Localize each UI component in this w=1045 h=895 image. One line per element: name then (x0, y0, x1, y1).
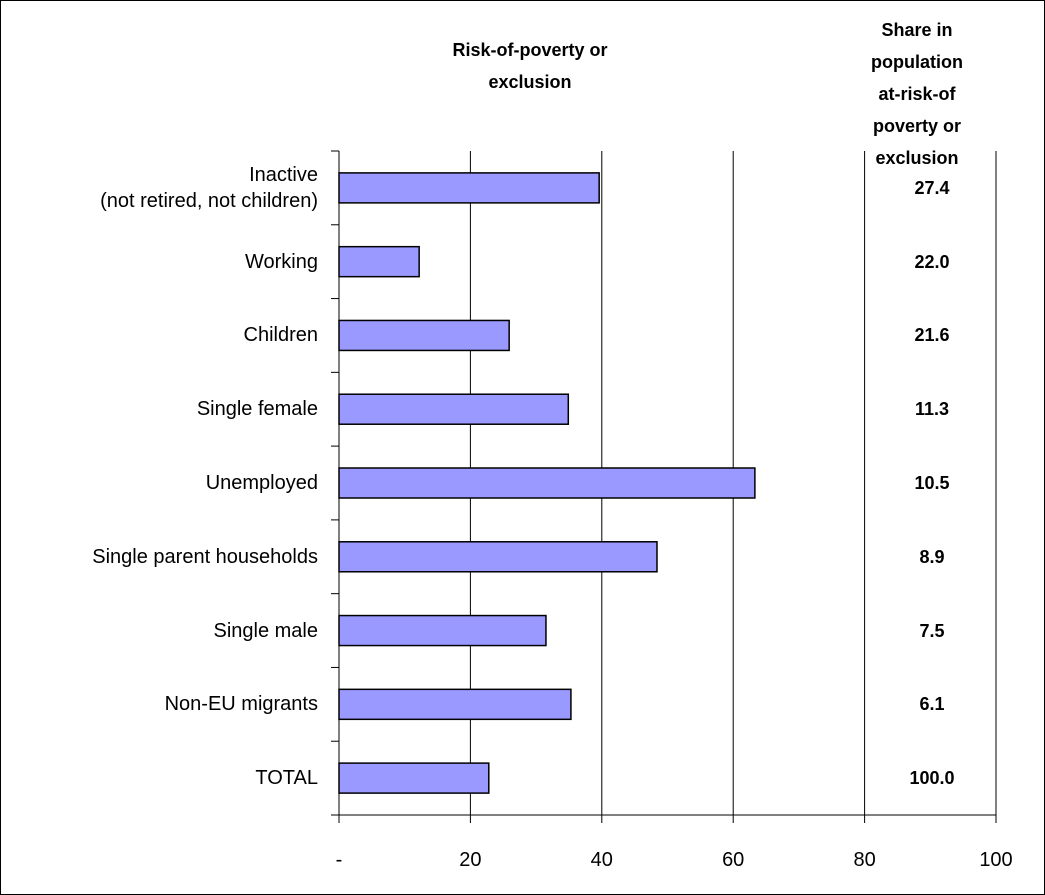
y-tick-label: Single parent households (92, 545, 318, 568)
y-tick-label: Inactive (not retired, not children) (100, 163, 318, 212)
x-tick-label: 100 (979, 849, 1013, 871)
share-label: 22.0 (914, 251, 950, 272)
y-tick-label: Single male (213, 619, 318, 642)
bar (338, 172, 600, 204)
y-tick-label: Non-EU migrants (164, 693, 318, 716)
y-tick-label: Unemployed (205, 472, 318, 494)
share-label: 11.3 (914, 399, 950, 420)
bar (338, 614, 547, 647)
bar (338, 467, 756, 499)
share-label: 27.4 (914, 177, 950, 198)
bar (338, 762, 490, 794)
share-label: 8.9 (919, 546, 945, 567)
x-tick-label: 80 (853, 849, 876, 871)
y-tick-label: Working (245, 250, 318, 273)
y-tick-label: TOTAL (255, 767, 318, 790)
x-tick-label: 40 (590, 849, 613, 871)
x-tick-label: 60 (722, 849, 745, 871)
share-label: 100.0 (909, 768, 955, 789)
bar (338, 245, 420, 278)
share-label: 21.6 (914, 325, 950, 346)
share-label: 7.5 (919, 620, 945, 641)
share-label: 6.1 (919, 694, 945, 715)
share-title: Share in population at-risk-of poverty o… (871, 20, 963, 168)
y-tick-label: Children (243, 324, 318, 347)
chart-title: Risk-of-poverty or exclusion (452, 40, 608, 92)
x-tick-label: 20 (459, 849, 482, 871)
bar (338, 688, 572, 721)
bar (338, 319, 510, 352)
bar (338, 393, 570, 425)
bar (338, 541, 658, 573)
x-tick-label: - (335, 849, 343, 871)
y-tick-label: Single female (196, 398, 318, 421)
share-label: 10.5 (914, 473, 950, 493)
